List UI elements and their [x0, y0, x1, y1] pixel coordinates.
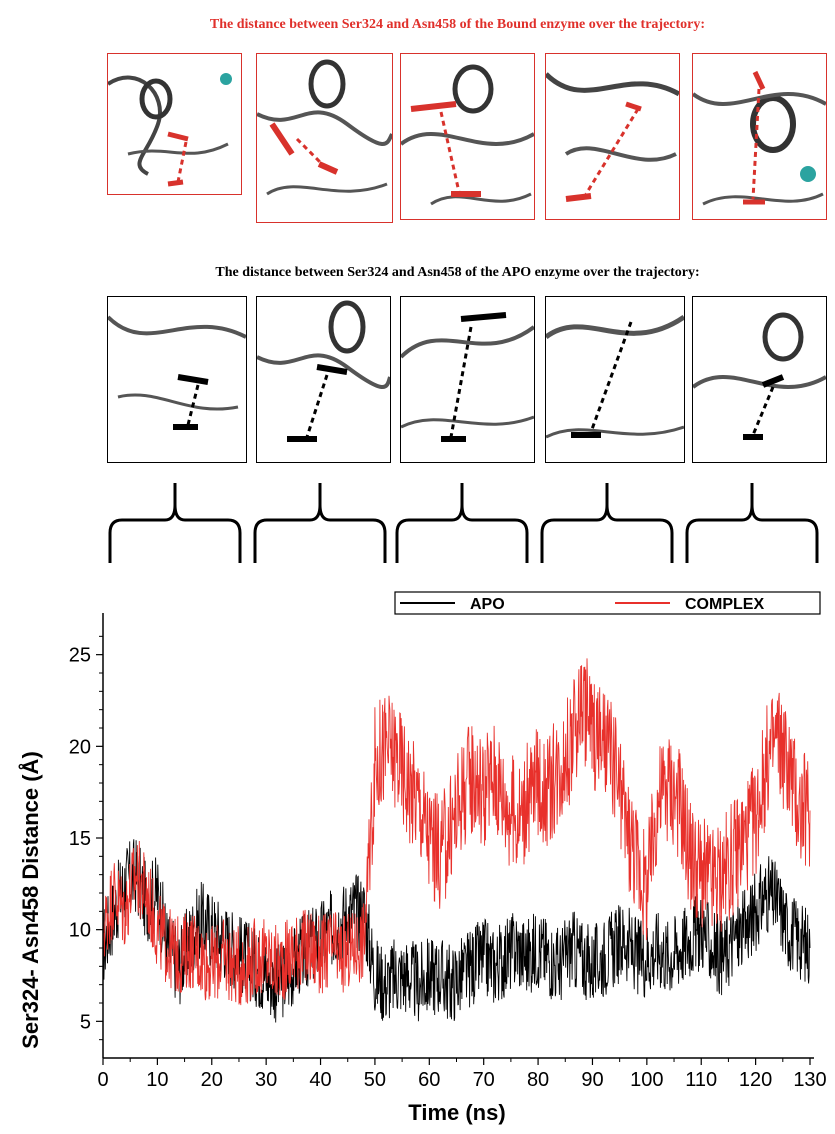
x-tick-label: 130: [793, 1069, 826, 1091]
x-tick-label: 120: [739, 1069, 772, 1091]
x-tick-label: 10: [146, 1069, 168, 1091]
x-tick-label: 90: [581, 1069, 603, 1091]
brace-1: [108, 483, 242, 563]
bound-heading: The distance between Ser324 and Asn458 o…: [209, 17, 706, 32]
brace-4: [540, 483, 674, 563]
brace-2: [253, 483, 387, 563]
apo-structure-panel-3: [400, 296, 535, 463]
x-tick-label: 40: [309, 1069, 331, 1091]
bound-structure-panel-1: [107, 53, 242, 195]
apo-structure-panel-1: [107, 296, 247, 463]
y-tick-label: 20: [69, 736, 91, 758]
legend-label-apo: APO: [470, 596, 505, 613]
x-tick-label: 50: [364, 1069, 386, 1091]
x-tick-label: 60: [418, 1069, 440, 1091]
x-tick-label: 20: [201, 1069, 223, 1091]
apo-structure-panel-5: [692, 296, 827, 463]
brace-5: [685, 483, 819, 563]
x-axis-label: Time (ns): [408, 1100, 505, 1125]
apo-structure-panel-4: [545, 296, 685, 463]
brace-3: [395, 483, 529, 563]
series-line-complex: [102, 658, 811, 1006]
x-tick-label: 80: [527, 1069, 549, 1091]
apo-heading: The distance between Ser324 and Asn458 o…: [215, 265, 700, 280]
time-window-braces: [108, 483, 819, 563]
x-tick-label: 70: [473, 1069, 495, 1091]
y-tick-label: 5: [80, 1011, 91, 1033]
y-tick-label: 15: [69, 828, 91, 850]
bound-structure-panel-5: [692, 53, 827, 220]
legend-box: [394, 591, 821, 615]
apo-structure-panel-2: [256, 296, 391, 463]
x-tick-label: 0: [97, 1069, 108, 1091]
y-tick-label: 25: [69, 645, 91, 667]
x-tick-label: 110: [685, 1069, 717, 1091]
bound-structure-panel-3: [400, 53, 535, 220]
y-tick-label: 10: [69, 920, 91, 942]
x-tick-label: 30: [255, 1069, 277, 1091]
legend-label-complex: COMPLEX: [685, 596, 764, 613]
bound-structure-panel-4: [545, 53, 680, 220]
x-tick-label: 100: [630, 1069, 663, 1091]
y-axis-label: Ser324- Asn458 Distance (Å): [17, 751, 43, 1049]
bound-structure-panel-2: [256, 53, 393, 223]
distance-line-chart: 0 10 20 30 40 50 60 70 80 90 100 110 120 130 5 10 15 20 25…: [17, 591, 827, 1125]
